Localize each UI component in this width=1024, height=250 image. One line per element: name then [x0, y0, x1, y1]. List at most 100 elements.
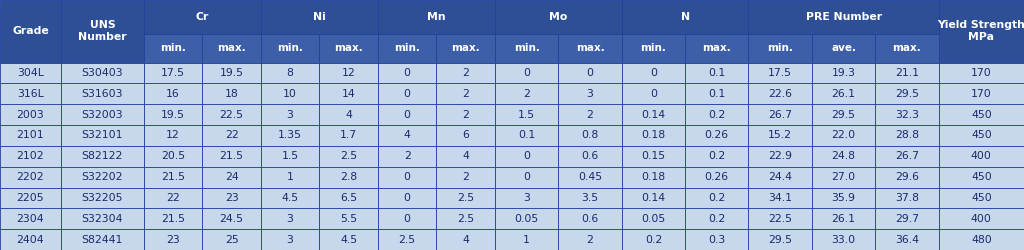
Bar — [939, 83, 1024, 104]
Bar — [203, 167, 261, 188]
Bar — [261, 167, 319, 188]
Bar — [812, 104, 876, 125]
Bar — [558, 146, 622, 167]
Text: 0.45: 0.45 — [578, 172, 602, 182]
Text: 450: 450 — [971, 193, 991, 203]
Text: Mn: Mn — [427, 12, 445, 22]
Bar — [203, 34, 261, 62]
Text: 0: 0 — [403, 172, 411, 182]
Text: 0: 0 — [403, 193, 411, 203]
Bar — [622, 146, 685, 167]
Text: 1.35: 1.35 — [279, 130, 302, 140]
Bar — [0, 0, 61, 62]
Bar — [261, 229, 319, 250]
Text: 15.2: 15.2 — [768, 130, 793, 140]
Text: 3: 3 — [287, 214, 294, 224]
Text: 0.26: 0.26 — [705, 130, 729, 140]
Text: 2202: 2202 — [16, 172, 44, 182]
Bar — [436, 188, 495, 208]
Text: UNS
Number: UNS Number — [78, 20, 127, 42]
Text: 26.7: 26.7 — [895, 151, 919, 161]
Bar — [61, 104, 143, 125]
Text: 12: 12 — [342, 68, 355, 78]
Text: 10: 10 — [284, 89, 297, 99]
Text: 480: 480 — [971, 234, 991, 244]
Bar — [378, 229, 436, 250]
Bar — [749, 83, 812, 104]
Bar — [143, 208, 203, 229]
Bar — [261, 125, 319, 146]
Text: max.: max. — [334, 43, 364, 53]
Text: 0.6: 0.6 — [582, 151, 599, 161]
Bar — [0, 167, 61, 188]
Bar — [495, 62, 558, 83]
Text: 21.5: 21.5 — [161, 172, 185, 182]
Bar — [495, 83, 558, 104]
Text: 4.5: 4.5 — [282, 193, 299, 203]
Text: 26.1: 26.1 — [831, 214, 856, 224]
Text: 0.1: 0.1 — [518, 130, 536, 140]
Bar — [143, 229, 203, 250]
Text: 21.5: 21.5 — [161, 214, 185, 224]
Text: min.: min. — [394, 43, 420, 53]
Bar — [749, 104, 812, 125]
Text: 2.5: 2.5 — [457, 214, 474, 224]
Text: 450: 450 — [971, 130, 991, 140]
Bar — [876, 125, 939, 146]
Bar — [378, 188, 436, 208]
Text: max.: max. — [575, 43, 604, 53]
Text: 32.3: 32.3 — [895, 110, 919, 120]
Text: 0.2: 0.2 — [645, 234, 663, 244]
Text: 0.14: 0.14 — [641, 110, 666, 120]
Bar — [622, 0, 749, 34]
Text: 22: 22 — [224, 130, 239, 140]
Bar — [685, 104, 749, 125]
Text: Grade: Grade — [12, 26, 49, 36]
Bar — [261, 34, 319, 62]
Bar — [812, 62, 876, 83]
Bar — [685, 167, 749, 188]
Bar — [495, 188, 558, 208]
Bar — [876, 229, 939, 250]
Bar — [261, 62, 319, 83]
Text: 29.5: 29.5 — [895, 89, 919, 99]
Bar — [558, 208, 622, 229]
Bar — [203, 125, 261, 146]
Text: 12: 12 — [166, 130, 180, 140]
Text: 1: 1 — [287, 172, 294, 182]
Text: 0.05: 0.05 — [641, 214, 666, 224]
Bar — [622, 104, 685, 125]
Bar — [495, 125, 558, 146]
Text: 1.5: 1.5 — [282, 151, 299, 161]
Text: 2: 2 — [462, 89, 469, 99]
Text: 2101: 2101 — [16, 130, 44, 140]
Bar — [495, 34, 558, 62]
Bar — [143, 146, 203, 167]
Text: 36.4: 36.4 — [895, 234, 919, 244]
Text: 34.1: 34.1 — [768, 193, 793, 203]
Text: 1.5: 1.5 — [518, 110, 536, 120]
Text: 23: 23 — [224, 193, 239, 203]
Text: 6.5: 6.5 — [340, 193, 357, 203]
Bar — [261, 0, 378, 34]
Bar — [685, 229, 749, 250]
Text: ave.: ave. — [831, 43, 856, 53]
Bar — [378, 62, 436, 83]
Bar — [558, 167, 622, 188]
Bar — [558, 83, 622, 104]
Text: max.: max. — [893, 43, 922, 53]
Text: Yield Strength
MPa: Yield Strength MPa — [937, 20, 1024, 42]
Bar — [319, 83, 378, 104]
Bar — [436, 62, 495, 83]
Bar — [939, 208, 1024, 229]
Bar — [495, 208, 558, 229]
Bar — [143, 83, 203, 104]
Bar — [378, 34, 436, 62]
Text: 0.1: 0.1 — [709, 89, 725, 99]
Bar — [261, 104, 319, 125]
Text: 21.5: 21.5 — [219, 151, 244, 161]
Bar — [622, 167, 685, 188]
Text: Cr: Cr — [196, 12, 209, 22]
Text: Mo: Mo — [549, 12, 567, 22]
Text: 2102: 2102 — [16, 151, 44, 161]
